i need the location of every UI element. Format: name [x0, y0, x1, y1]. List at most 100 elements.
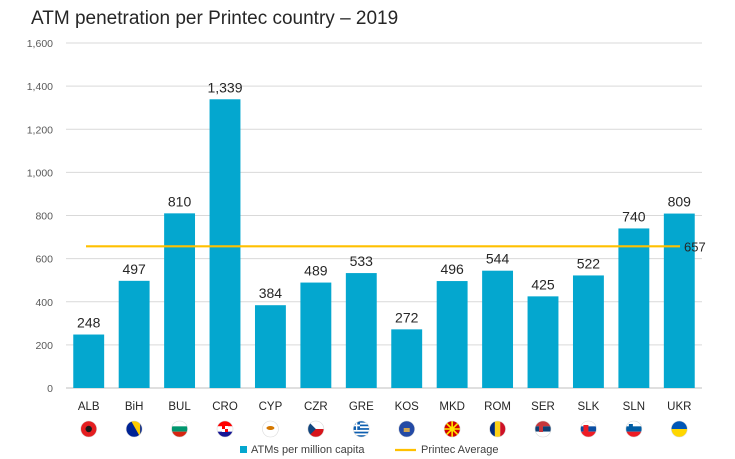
flag-part: [580, 421, 597, 427]
legend-bar-swatch: [240, 446, 247, 453]
flag-part: [535, 421, 551, 427]
category-label: ALB: [78, 401, 100, 413]
flag-border: [580, 420, 597, 438]
bar: [482, 270, 514, 388]
flag-part: [500, 421, 506, 437]
flag-border: [216, 420, 234, 438]
y-tick-label: 800: [35, 211, 53, 223]
category-label: BUL: [168, 401, 191, 413]
flag-part: [217, 431, 233, 437]
y-tick-label: 1,200: [27, 124, 53, 136]
flag-part: [494, 421, 501, 437]
slovenia-flag-icon: [625, 421, 642, 437]
flag-part: [489, 421, 495, 437]
flag-border: [171, 420, 188, 438]
flag-part: [225, 429, 228, 432]
data-label: 522: [577, 255, 601, 271]
category-label: SER: [531, 401, 555, 413]
flag-part: [628, 424, 633, 429]
flag-border: [307, 420, 325, 438]
romania-flag-icon: [489, 421, 506, 437]
flag-part: [353, 426, 370, 429]
flag-part: [449, 426, 455, 432]
category-label: ROM: [484, 401, 511, 413]
y-axis-ticks: 0 200 400 600 800 1,000 1,200 1,400 1,600: [27, 38, 53, 395]
category-label: CYP: [259, 401, 283, 413]
data-label: 489: [304, 263, 328, 279]
category-label: GRE: [349, 401, 374, 413]
flag-border: [398, 420, 416, 438]
bar: [164, 213, 196, 388]
data-label: 533: [350, 253, 374, 269]
bar: [209, 99, 241, 388]
north-macedonia-flag-icon: [444, 421, 461, 437]
bar: [572, 275, 604, 388]
category-label: MKD: [439, 401, 465, 413]
flag-part: [580, 431, 597, 437]
flag-part: [671, 421, 688, 429]
czech-flag-icon: [307, 421, 324, 437]
data-label: 1,339: [207, 79, 242, 95]
flag-icons: [80, 420, 688, 438]
chart-title: ATM penetration per Printec country – 20…: [31, 8, 399, 29]
flag-border: [262, 420, 279, 438]
serbia-flag-icon: [535, 421, 551, 437]
category-label: UKR: [667, 401, 691, 413]
flag-part: [353, 429, 370, 432]
flag-part: [625, 426, 642, 432]
category-label: CZR: [304, 401, 328, 413]
y-tick-label: 200: [35, 340, 53, 352]
flag-part: [171, 426, 188, 432]
flag-part: [85, 425, 92, 433]
flag-part: [353, 424, 370, 427]
cyprus-flag-icon: [262, 421, 279, 437]
category-label: KOS: [395, 401, 420, 413]
y-tick-label: 400: [35, 297, 53, 309]
y-tick-label: 600: [35, 254, 53, 266]
bar: [73, 334, 105, 388]
flag-part: [222, 426, 225, 429]
data-label: 740: [622, 208, 646, 224]
flag-part: [625, 431, 642, 437]
flag-part: [217, 421, 233, 427]
bar: [300, 282, 332, 388]
bosnia-flag-icon: [126, 421, 143, 437]
data-label: 496: [440, 261, 464, 277]
flag-border: [443, 420, 461, 438]
croatia-flag-icon: [217, 421, 233, 437]
flag-part: [307, 421, 324, 429]
category-label: BiH: [125, 401, 144, 413]
flag-part: [353, 435, 370, 437]
flag-part: [353, 421, 370, 423]
y-tick-label: 0: [47, 383, 53, 395]
flag-border: [625, 420, 643, 438]
bars: [73, 99, 695, 388]
flag-part: [307, 421, 316, 437]
flag-part: [353, 424, 361, 427]
ukraine-flag-icon: [671, 421, 688, 437]
flag-part: [671, 429, 688, 437]
grid-lines: [66, 42, 702, 389]
greece-flag-icon: [353, 421, 370, 437]
slovakia-flag-icon: [580, 421, 597, 437]
bulgaria-flag-icon: [171, 421, 188, 437]
flag-part: [266, 426, 275, 430]
bar: [391, 329, 423, 388]
flag-part: [403, 428, 410, 432]
flag-part: [353, 431, 370, 434]
flag-border: [125, 420, 143, 438]
legend: ATMs per million capita Printec Average: [240, 444, 498, 456]
flag-part: [307, 429, 324, 437]
bar: [618, 228, 650, 388]
flag-border: [670, 420, 688, 438]
flag-part: [353, 422, 370, 425]
albania-flag-icon: [80, 421, 97, 437]
flag-part: [583, 425, 589, 432]
flag-border: [80, 420, 98, 438]
bar: [254, 305, 286, 388]
flag-part: [353, 428, 370, 430]
data-label: 384: [259, 285, 283, 301]
flag-part: [171, 421, 188, 427]
y-tick-label: 1,000: [27, 167, 53, 179]
